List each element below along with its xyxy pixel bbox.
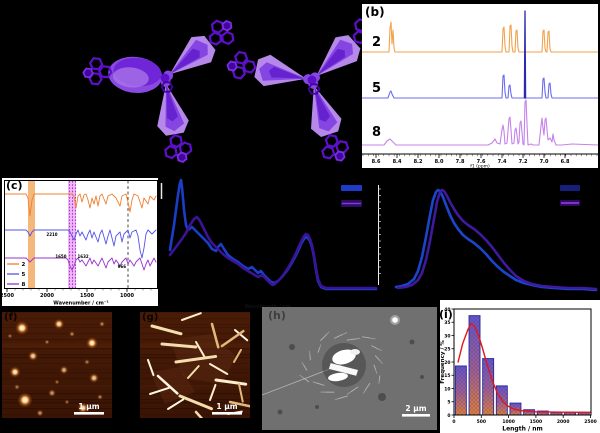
svg-text:1000: 1000 — [502, 419, 515, 425]
svg-text:25: 25 — [444, 347, 450, 353]
svg-text:8.6: 8.6 — [372, 159, 381, 165]
svg-text:6.8: 6.8 — [561, 159, 570, 165]
molecule-left — [81, 13, 243, 166]
svg-text:7.4: 7.4 — [498, 159, 507, 165]
svg-text:5: 5 — [22, 272, 26, 278]
svg-text:8.2: 8.2 — [414, 159, 423, 165]
panel-h-label: (h) — [268, 309, 286, 322]
panel-d-absorption: Wavelength / nm — [158, 175, 378, 312]
svg-text:7.6: 7.6 — [477, 159, 486, 165]
svg-text:Length / nm: Length / nm — [502, 426, 543, 433]
svg-text:1 μm: 1 μm — [216, 402, 237, 411]
svg-text:20: 20 — [444, 360, 450, 366]
svg-text:1000: 1000 — [120, 293, 134, 299]
molecule-structures-illustration — [81, 0, 380, 172]
svg-text:1650: 1650 — [55, 254, 66, 259]
svg-text:2500: 2500 — [584, 419, 597, 425]
svg-text:15: 15 — [444, 373, 450, 379]
svg-text:2 μm: 2 μm — [405, 404, 426, 413]
panel-c-ir: (c) 2500 2000 1500 1000 Wavenumber / cm⁻¹ 2 5 8… — [0, 178, 160, 307]
absorption-plot: Wavelength / nm — [160, 178, 378, 310]
svg-text:35: 35 — [444, 320, 450, 326]
svg-text:2000: 2000 — [40, 293, 54, 299]
svg-text:8: 8 — [372, 125, 381, 140]
emission-plot: Wavelength / nm — [378, 185, 598, 310]
svg-text:0: 0 — [447, 413, 450, 419]
svg-text:7.8: 7.8 — [456, 159, 465, 165]
svg-text:0: 0 — [452, 419, 455, 425]
panel-e-emission: Wavelength / nm — [378, 175, 600, 312]
svg-text:40: 40 — [444, 307, 450, 313]
svg-text:1500: 1500 — [530, 419, 543, 425]
panel-b-nmr: (b) 8.88.68.48.28.07.87.67.47.27.06.8f1 … — [351, 4, 599, 170]
svg-text:2: 2 — [22, 262, 26, 268]
svg-text:Wavenumber / cm⁻¹: Wavenumber / cm⁻¹ — [53, 301, 108, 307]
svg-text:8.0: 8.0 — [435, 159, 444, 165]
svg-text:2210: 2210 — [46, 232, 57, 237]
svg-text:5: 5 — [372, 81, 381, 96]
afm-image-dots: 1 μm — [2, 312, 112, 418]
nmr-plot: 8.88.68.48.28.07.87.67.47.27.06.8f1 (ppm… — [351, 10, 599, 170]
svg-text:2000: 2000 — [557, 419, 570, 425]
svg-text:2500: 2500 — [2, 293, 14, 299]
sem-image: 2 μm — [261, 307, 437, 430]
svg-text:1 μm: 1 μm — [78, 402, 99, 411]
panel-g-afm: (g) 1 μm — [140, 312, 253, 433]
svg-text:7.2: 7.2 — [519, 159, 528, 165]
panel-i-histogram: (i) 0 5 10 15 20 25 30 35 40 0 500 1000 1500 2000 2500… — [439, 300, 600, 433]
panel-i-label: (i) — [439, 308, 453, 321]
svg-text:7.0: 7.0 — [540, 159, 549, 165]
afm-image-rods: 1 μm — [140, 312, 253, 433]
svg-text:966: 966 — [118, 264, 127, 269]
svg-text:10: 10 — [444, 386, 450, 392]
svg-text:Frequency / %: Frequency / % — [440, 340, 446, 384]
ir-plot: 2500 2000 1500 1000 Wavenumber / cm⁻¹ 2 5 8 2210… — [0, 180, 158, 307]
svg-text:1632: 1632 — [78, 254, 89, 259]
panel-g-label: (g) — [142, 312, 159, 323]
svg-text:8: 8 — [22, 282, 26, 288]
svg-text:30: 30 — [444, 333, 450, 339]
histogram-plot: 0 5 10 15 20 25 30 35 40 0 500 1000 1500 2000 2500 Leng… — [440, 307, 597, 433]
svg-text:5: 5 — [447, 400, 450, 406]
panel-f-afm: (f) 1 μm — [2, 312, 112, 418]
svg-text:500: 500 — [477, 419, 486, 425]
svg-text:1500: 1500 — [80, 293, 94, 299]
panel-b-label: (b) — [365, 5, 385, 19]
svg-text:2: 2 — [372, 35, 381, 50]
molecule-right — [225, 11, 380, 167]
panel-f-label: (f) — [4, 312, 18, 323]
svg-text:8.4: 8.4 — [393, 159, 402, 165]
svg-text:f1 (ppm): f1 (ppm) — [470, 164, 490, 169]
panel-c-label: (c) — [6, 179, 23, 192]
panel-h-sem: (h) 2 μm — [261, 307, 437, 430]
